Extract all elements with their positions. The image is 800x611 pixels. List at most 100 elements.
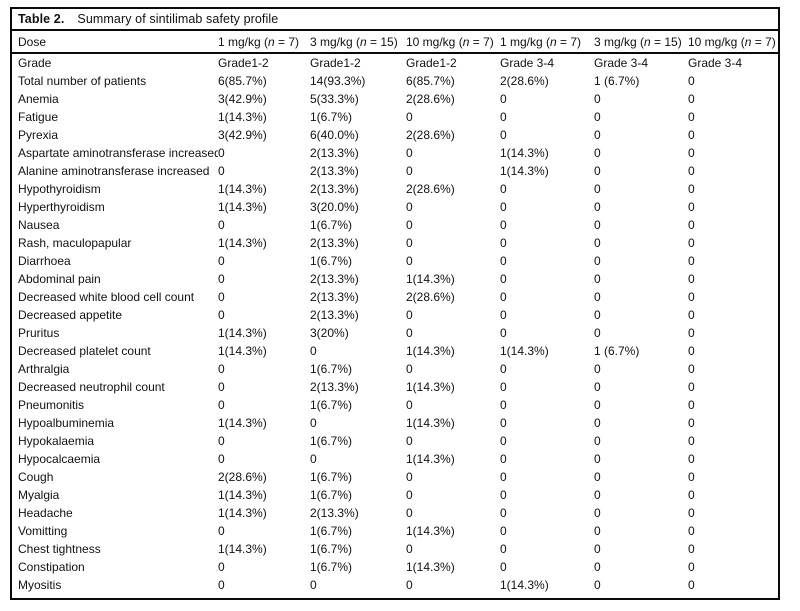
value-cell: 0: [688, 290, 695, 304]
value-cell: 0: [500, 290, 507, 304]
row-label: Decreased platelet count: [18, 344, 151, 358]
row-label: Pruritus: [18, 326, 60, 340]
value-cell: 0: [218, 164, 225, 178]
value-cell: 2(13.3%): [310, 236, 359, 250]
value-cell: 0: [500, 236, 507, 250]
value-cell: 1(14.3%): [406, 344, 455, 358]
dose-col-header: 3 mg/kg (n = 15): [594, 34, 682, 49]
safety-table: Table 2. Summary of sintilimab safety pr…: [10, 7, 780, 600]
value-cell: 1(14.3%): [406, 524, 455, 538]
value-cell: 1(6.7%): [310, 524, 353, 538]
value-cell: 1(14.3%): [500, 578, 549, 592]
table-row: Arthralgia 0 1(6.7%) 0 0 0 0: [12, 360, 778, 378]
table-subtitle: Summary of sintilimab safety profile: [77, 12, 279, 26]
value-cell: 5(33.3%): [310, 92, 359, 106]
value-cell: 0: [594, 218, 601, 232]
value-cell: 1(14.3%): [218, 416, 267, 430]
value-cell: 0: [594, 182, 601, 196]
grade-col-header: Grade1-2: [406, 56, 457, 70]
value-cell: 0: [688, 542, 695, 556]
table-row: Pneumonitis 0 1(6.7%) 0 0 0 0: [12, 396, 778, 414]
value-cell: 2(28.6%): [218, 470, 267, 484]
value-cell: 0: [500, 506, 507, 520]
value-cell: 0: [406, 164, 413, 178]
table-row: Decreased platelet count 1(14.3%) 0 1(14.3%…: [12, 342, 778, 360]
value-cell: 2(28.6%): [406, 290, 455, 304]
value-cell: 0: [500, 218, 507, 232]
grade-header-label: Grade: [18, 56, 52, 70]
value-cell: 1(6.7%): [310, 362, 353, 376]
value-cell: 0: [594, 146, 601, 160]
value-cell: 2(13.3%): [310, 308, 359, 322]
value-cell: 0: [500, 182, 507, 196]
grade-col-header: Grade1-2: [218, 56, 269, 70]
value-cell: 0: [688, 524, 695, 538]
value-cell: 0: [500, 416, 507, 430]
value-cell: 0: [218, 362, 225, 376]
value-cell: 1(6.7%): [310, 560, 353, 574]
row-label: Vomitting: [18, 524, 68, 538]
row-label: Abdominal pain: [18, 272, 101, 286]
value-cell: 0: [688, 578, 695, 592]
value-cell: 0: [218, 452, 225, 466]
value-cell: 0: [406, 326, 413, 340]
value-cell: 0: [594, 128, 601, 142]
value-cell: 0: [406, 308, 413, 322]
row-label: Myalgia: [18, 488, 60, 502]
row-label: Total number of patients: [18, 74, 147, 88]
row-label: Arthralgia: [18, 362, 70, 376]
value-cell: 1(14.3%): [406, 272, 455, 286]
value-cell: 1(14.3%): [218, 542, 267, 556]
value-cell: 0: [594, 398, 601, 412]
value-cell: 0: [688, 272, 695, 286]
value-cell: 0: [594, 578, 601, 592]
value-cell: 2(13.3%): [310, 380, 359, 394]
row-label: Aspartate aminotransferase increased: [18, 146, 218, 160]
value-cell: 0: [500, 200, 507, 214]
table-row: Myositis 0 0 0 1(14.3%) 0 0: [12, 576, 778, 594]
value-cell: 0: [218, 218, 225, 232]
value-cell: 14(93.3%): [310, 74, 366, 88]
value-cell: 0: [500, 560, 507, 574]
grade-col-header: Grade1-2: [310, 56, 361, 70]
value-cell: 0: [406, 218, 413, 232]
value-cell: 1(14.3%): [406, 560, 455, 574]
grade-header-row: Grade Grade1-2 Grade1-2 Grade1-2 Grade 3-4 G…: [12, 54, 778, 72]
row-label: Headache: [18, 506, 73, 520]
table-row: Total number of patients 6(85.7%) 14(93.3%…: [12, 72, 778, 90]
table-row: Diarrhoea 0 1(6.7%) 0 0 0 0: [12, 252, 778, 270]
dose-header-row: Dose 1 mg/kg (n = 7) 3 mg/kg (n = 15) 10 m…: [12, 31, 778, 54]
value-cell: 0: [594, 290, 601, 304]
value-cell: 0: [218, 398, 225, 412]
table-row: Aspartate aminotransferase increased 0 2(1…: [12, 144, 778, 162]
table-row: Abdominal pain 0 2(13.3%) 1(14.3%) 0 0 0: [12, 270, 778, 288]
row-label: Hypothyroidism: [18, 182, 101, 196]
row-label: Anemia: [18, 92, 59, 106]
value-cell: 0: [218, 308, 225, 322]
value-cell: 0: [688, 452, 695, 466]
table-row: Hypokalaemia 0 1(6.7%) 0 0 0 0: [12, 432, 778, 450]
dose-col-header: 10 mg/kg (n = 7): [406, 34, 494, 49]
value-cell: 6(85.7%): [218, 74, 267, 88]
value-cell: 2(13.3%): [310, 164, 359, 178]
row-label: Constipation: [18, 560, 85, 574]
table-row: Constipation 0 1(6.7%) 1(14.3%) 0 0 0: [12, 558, 778, 576]
table-title: Table 2. Summary of sintilimab safety pr…: [12, 9, 778, 31]
value-cell: 0: [500, 452, 507, 466]
table-row: Headache 1(14.3%) 2(13.3%) 0 0 0 0: [12, 504, 778, 522]
row-label: Chest tightness: [18, 542, 101, 556]
table-row: Hypoalbuminemia 1(14.3%) 0 1(14.3%) 0 0 0: [12, 414, 778, 432]
value-cell: 2(13.3%): [310, 506, 359, 520]
value-cell: 0: [594, 380, 601, 394]
value-cell: 3(42.9%): [218, 92, 267, 106]
table-row: Hyperthyroidism 1(14.3%) 3(20.0%) 0 0 0 0: [12, 198, 778, 216]
value-cell: 2(28.6%): [406, 182, 455, 196]
value-cell: 0: [500, 254, 507, 268]
value-cell: 0: [594, 506, 601, 520]
value-cell: 1 (6.7%): [594, 344, 640, 358]
value-cell: 0: [406, 236, 413, 250]
value-cell: 2(28.6%): [406, 128, 455, 142]
value-cell: 0: [688, 560, 695, 574]
value-cell: 0: [500, 308, 507, 322]
value-cell: 0: [500, 272, 507, 286]
